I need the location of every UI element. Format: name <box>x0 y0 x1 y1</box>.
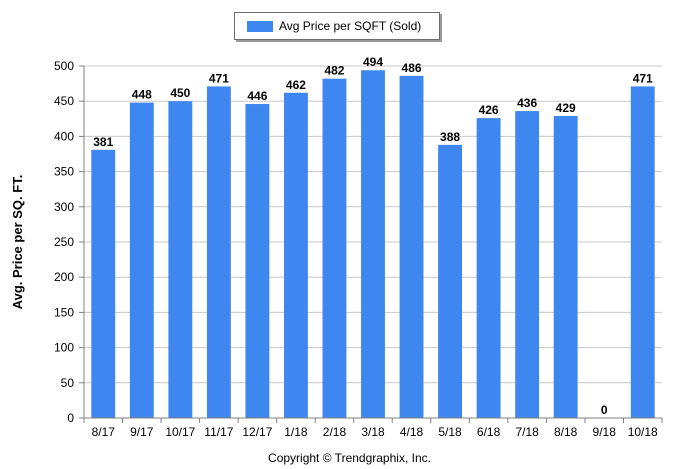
x-tick-label: 7/18 <box>515 425 539 439</box>
data-label: 429 <box>556 101 576 115</box>
bar <box>129 102 154 418</box>
y-tick-label: 300 <box>54 200 74 214</box>
bar <box>476 118 501 418</box>
copyright-credit: Copyright © Trendgraphix, Inc. <box>268 451 431 465</box>
x-tick-label: 3/18 <box>361 425 385 439</box>
bar <box>206 86 231 418</box>
y-axis-ticks: 0 50 100 150 200 250 300 350 400 450 500 <box>54 59 84 425</box>
data-label: 436 <box>517 96 537 110</box>
data-label: 482 <box>324 64 344 78</box>
data-label: 381 <box>93 135 113 149</box>
x-tick-label: 8/18 <box>554 425 578 439</box>
x-tick-label: 10/18 <box>628 425 658 439</box>
bar <box>322 78 347 418</box>
x-tick-label: 2/18 <box>323 425 347 439</box>
bar <box>630 86 655 418</box>
y-tick-label: 150 <box>54 305 74 319</box>
data-label: 426 <box>479 103 499 117</box>
x-tick-label: 1/18 <box>284 425 308 439</box>
y-tick-label: 400 <box>54 129 74 143</box>
x-tick-label: 9/17 <box>130 425 154 439</box>
data-label: 388 <box>440 130 460 144</box>
y-axis-title: Avg. Price per SQ. FT. <box>10 175 25 310</box>
legend-swatch <box>247 21 273 32</box>
x-tick-label: 5/18 <box>438 425 462 439</box>
x-tick-label: 11/17 <box>204 425 233 439</box>
x-axis-ticks: 8/17 9/17 10/17 11/17 12/17 1/18 2/18 3/18 4/18 5… <box>83 418 663 439</box>
x-tick-label: 4/18 <box>400 425 424 439</box>
data-label: 450 <box>170 86 190 100</box>
bar <box>283 92 308 418</box>
bar <box>515 111 540 418</box>
data-label: 471 <box>633 71 653 85</box>
legend: Avg Price per SQFT (Sold) <box>234 12 440 40</box>
x-tick-label: 8/17 <box>92 425 116 439</box>
y-tick-label: 0 <box>67 411 74 425</box>
bar <box>399 75 424 418</box>
x-tick-label: 10/17 <box>165 425 195 439</box>
legend-label: Avg Price per SQFT (Sold) <box>279 19 422 33</box>
y-tick-label: 250 <box>54 235 74 249</box>
data-label: 486 <box>402 61 422 75</box>
data-label: 0 <box>601 403 608 417</box>
y-tick-label: 100 <box>54 341 74 355</box>
bar <box>168 101 193 418</box>
x-tick-label: 9/18 <box>593 425 617 439</box>
y-tick-label: 200 <box>54 270 74 284</box>
data-labels: 381 448 450 471 446 462 482 494 486 388 426 436 429 0… <box>93 55 653 417</box>
bar <box>438 144 463 418</box>
x-tick-label: 12/17 <box>242 425 272 439</box>
y-tick-label: 450 <box>54 94 74 108</box>
data-label: 446 <box>247 89 267 103</box>
y-tick-label: 50 <box>61 376 75 390</box>
data-label: 494 <box>363 55 383 69</box>
data-label: 471 <box>209 71 229 85</box>
y-tick-label: 500 <box>54 59 74 73</box>
data-label: 448 <box>132 88 152 102</box>
x-tick-label: 6/18 <box>477 425 501 439</box>
data-label: 462 <box>286 78 306 92</box>
bar <box>245 104 270 419</box>
bars <box>91 70 655 419</box>
bar <box>361 70 385 418</box>
bar <box>553 115 578 418</box>
bar <box>91 149 116 418</box>
y-tick-label: 350 <box>54 165 74 179</box>
